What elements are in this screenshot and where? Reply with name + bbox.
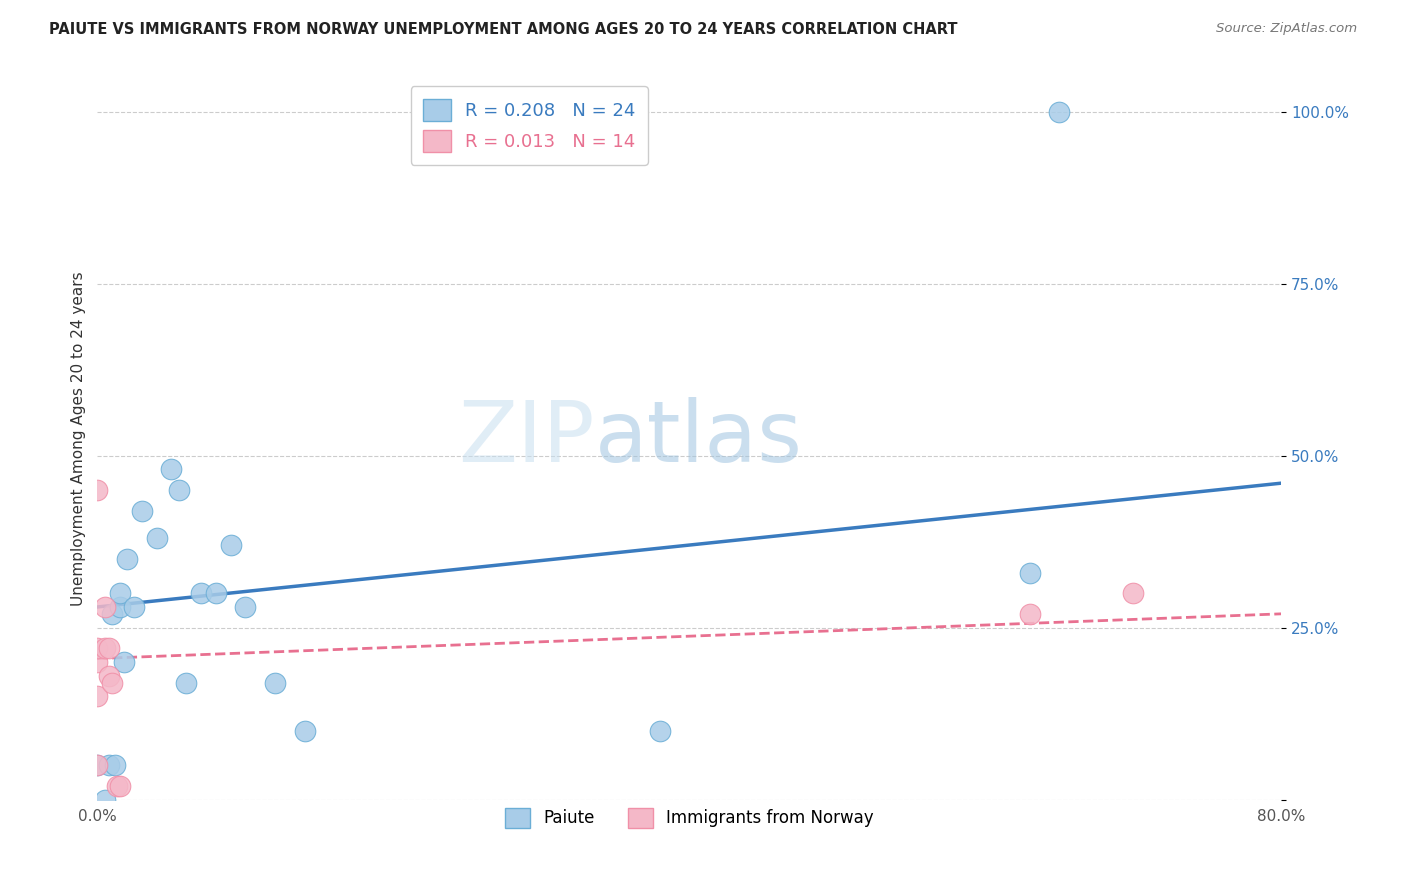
- Point: [86, 655, 108, 669]
- Text: Source: ZipAtlas.com: Source: ZipAtlas.com: [1216, 22, 1357, 36]
- Point: [1018, 607, 1040, 621]
- Point: [94, 641, 117, 656]
- Point: [219, 538, 242, 552]
- Point: [86, 758, 108, 772]
- Y-axis label: Unemployment Among Ages 20 to 24 years: Unemployment Among Ages 20 to 24 years: [72, 271, 86, 606]
- Point: [1122, 586, 1144, 600]
- Point: [1018, 566, 1040, 580]
- Text: ZIP: ZIP: [458, 397, 595, 480]
- Point: [101, 675, 124, 690]
- Text: PAIUTE VS IMMIGRANTS FROM NORWAY UNEMPLOYMENT AMONG AGES 20 TO 24 YEARS CORRELAT: PAIUTE VS IMMIGRANTS FROM NORWAY UNEMPLO…: [49, 22, 957, 37]
- Point: [190, 586, 212, 600]
- Point: [112, 655, 135, 669]
- Point: [264, 675, 287, 690]
- Point: [648, 723, 671, 738]
- Point: [104, 758, 127, 772]
- Point: [94, 599, 117, 614]
- Legend: Paiute, Immigrants from Norway: Paiute, Immigrants from Norway: [498, 801, 880, 835]
- Point: [131, 504, 153, 518]
- Point: [174, 675, 197, 690]
- Point: [94, 792, 117, 806]
- Point: [145, 531, 167, 545]
- Point: [98, 758, 121, 772]
- Text: atlas: atlas: [595, 397, 803, 480]
- Point: [160, 462, 183, 476]
- Point: [86, 483, 108, 497]
- Point: [108, 599, 131, 614]
- Point: [233, 599, 256, 614]
- Point: [108, 586, 131, 600]
- Point: [124, 599, 146, 614]
- Point: [108, 779, 131, 793]
- Point: [294, 723, 316, 738]
- Point: [115, 551, 138, 566]
- Point: [86, 641, 108, 656]
- Point: [86, 758, 108, 772]
- Point: [98, 641, 121, 656]
- Point: [86, 690, 108, 704]
- Point: [204, 586, 226, 600]
- Point: [105, 779, 128, 793]
- Point: [1047, 104, 1070, 119]
- Point: [101, 607, 124, 621]
- Point: [167, 483, 190, 497]
- Point: [98, 669, 121, 683]
